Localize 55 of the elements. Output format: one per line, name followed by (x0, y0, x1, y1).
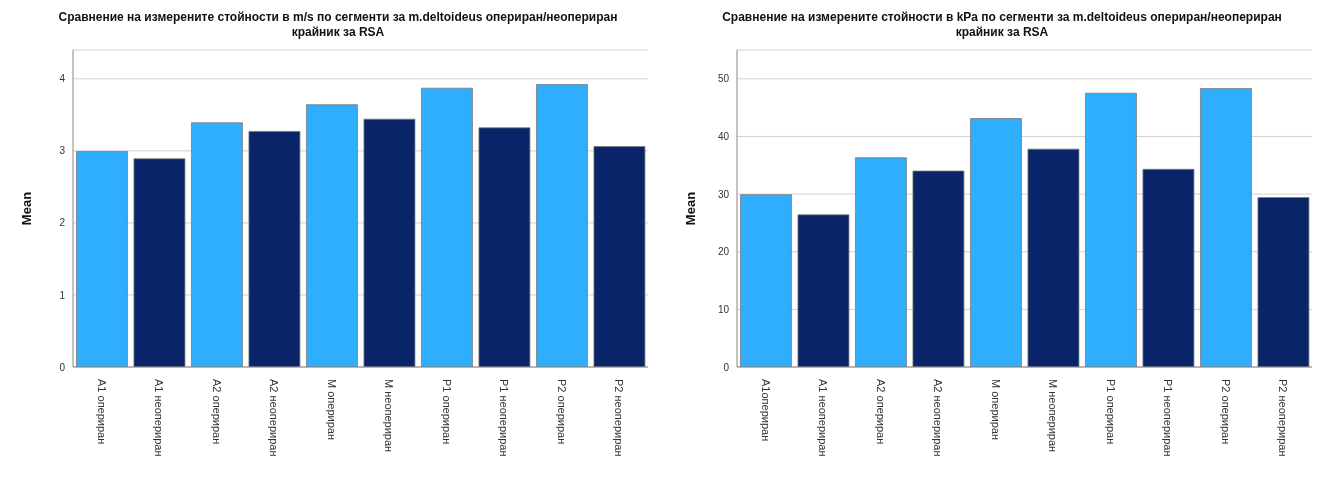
x-tick-label: A1 неопериран (153, 379, 166, 457)
bar (1027, 148, 1080, 367)
x-tick-label: A1 неопериран (817, 379, 830, 457)
x-tick-label: A2 опериран (210, 379, 223, 445)
x-tick-label: M опериран (989, 379, 1002, 440)
y-tick-label: 2 (59, 217, 66, 229)
y-tick-label: 0 (59, 361, 66, 373)
x-tick-label: A1опериран (759, 379, 772, 442)
bar (1257, 197, 1310, 367)
bar (593, 146, 646, 367)
y-axis-title: Mean (682, 191, 698, 226)
x-tick-label: A1 опериран (95, 379, 108, 445)
bar (478, 127, 531, 367)
y-tick-label: 50 (717, 73, 730, 85)
x-tick-label: M неопериран (1047, 379, 1060, 453)
bar (76, 151, 128, 367)
bar (1085, 92, 1137, 367)
bar (248, 131, 301, 367)
bar (306, 104, 358, 367)
bar (191, 122, 243, 367)
bar (536, 84, 588, 367)
x-tick-label: A2 неопериран (932, 379, 945, 457)
bar (970, 118, 1022, 367)
x-tick-label: P2 неопериран (1277, 379, 1290, 457)
x-tick-label: M опериран (325, 379, 338, 440)
bar (740, 194, 792, 367)
bar (855, 157, 907, 367)
y-tick-label: 10 (717, 303, 730, 315)
x-tick-label: P2 неопериран (613, 379, 626, 457)
y-tick-label: 30 (717, 188, 730, 200)
x-tick-label: A2 неопериран (268, 379, 281, 457)
bar (133, 158, 186, 367)
y-tick-label: 20 (717, 246, 730, 258)
y-axis-title: Mean (18, 191, 34, 226)
x-tick-label: P1 опериран (1104, 379, 1117, 445)
bar (912, 170, 965, 367)
bar (421, 87, 473, 367)
x-tick-label: P1 неопериран (1162, 379, 1175, 457)
chart-title: Сравнение на измерените стойности в kPa по сегменти за m.deltoideus опериран/неопериран крайник за RSA (721, 9, 1283, 40)
y-tick-label: 0 (723, 361, 730, 373)
x-tick-label: P1 опериран (440, 379, 453, 445)
x-tick-label: A2 опериран (874, 379, 887, 445)
x-tick-label: P2 опериран (555, 379, 568, 445)
bar (1142, 168, 1195, 367)
bar (363, 118, 416, 367)
bar (797, 214, 850, 367)
x-tick-label: P1 неопериран (498, 379, 511, 457)
chart-title: Сравнение на измерените стойности в m/s по сегменти за m.deltoideus опериран/неопериран крайник за RSA (57, 9, 619, 40)
y-tick-label: 1 (59, 289, 66, 301)
x-tick-label: P2 опериран (1219, 379, 1232, 445)
y-tick-label: 3 (59, 145, 66, 157)
y-tick-label: 40 (717, 131, 730, 142)
x-tick-label: M неопериран (383, 379, 396, 453)
y-tick-label: 4 (59, 73, 66, 85)
bar (1200, 88, 1252, 367)
